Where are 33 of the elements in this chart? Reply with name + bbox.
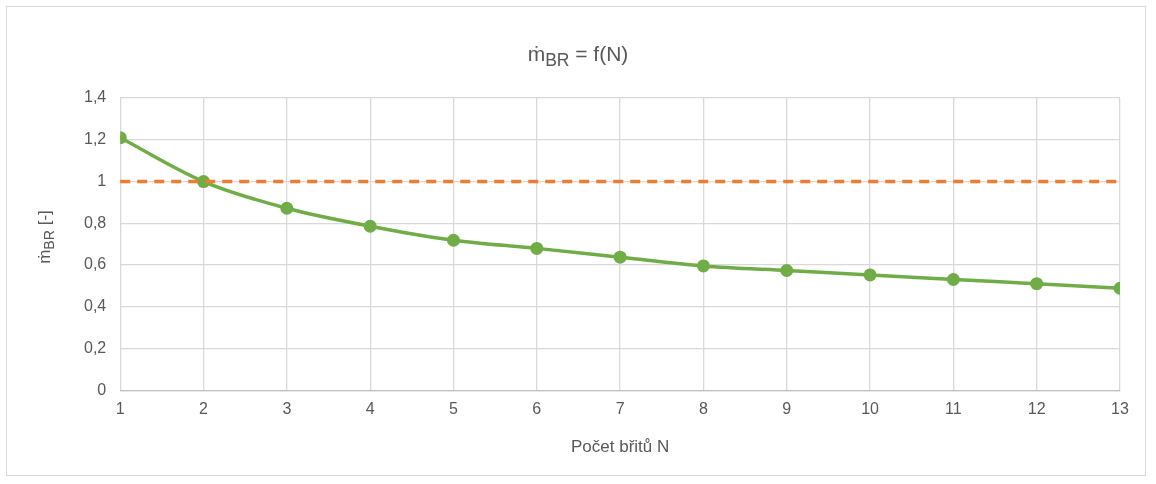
y-tick-label: 1,2 — [83, 130, 107, 148]
point — [280, 201, 294, 215]
y-tick-label: 0,8 — [83, 213, 107, 231]
point — [1030, 277, 1044, 291]
y-tick-label: 0 — [97, 380, 107, 398]
point — [696, 259, 710, 273]
y-tick-label: 0,6 — [83, 255, 107, 273]
point — [530, 241, 544, 255]
x-tick-label: 6 — [532, 400, 542, 418]
point — [780, 264, 794, 278]
y-tick-label: 1 — [97, 171, 107, 189]
x-tick-label: 12 — [1027, 400, 1046, 418]
point — [946, 273, 960, 286]
point — [363, 219, 377, 233]
x-tick-label: 13 — [1111, 400, 1129, 418]
y-tick-label: 0,4 — [83, 297, 107, 315]
x-tick-label: 11 — [945, 400, 962, 418]
x-tick-label: 7 — [615, 400, 625, 418]
x-tick-label: 8 — [698, 400, 708, 418]
y-tick-label: 0,2 — [83, 339, 107, 357]
point — [447, 233, 460, 247]
y-tick-label: 1,4 — [83, 88, 107, 106]
point — [863, 268, 877, 282]
point — [613, 250, 627, 264]
x-tick-label: 5 — [449, 400, 459, 418]
x-tick-label: 3 — [282, 400, 292, 418]
x-tick-label: 9 — [782, 400, 792, 418]
chart-title: ṁ$_{BR}$ = f(N) — [526, 42, 630, 72]
x-axis-title: Počet břitů N — [570, 437, 670, 457]
x-tick-label: 2 — [199, 400, 209, 418]
x-tick-label: 4 — [365, 400, 375, 418]
x-tick-label: 1 — [115, 400, 125, 418]
x-tick-label: 10 — [861, 400, 880, 418]
